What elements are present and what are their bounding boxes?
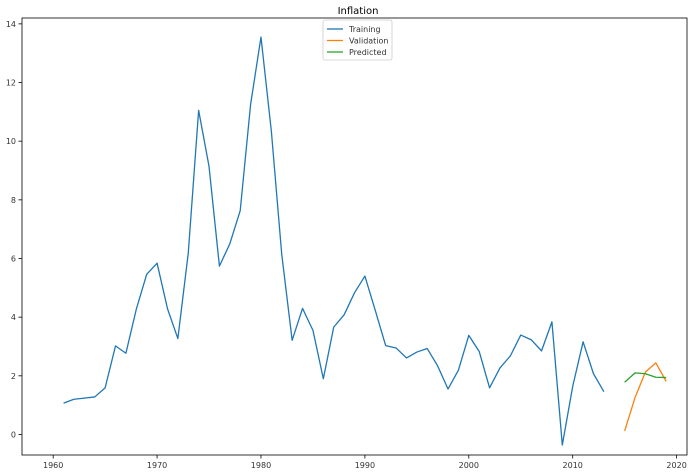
y-tick-label: 0 — [11, 430, 16, 439]
y-tick-label: 8 — [11, 196, 16, 205]
series-line-validation — [624, 362, 667, 432]
plot-frame — [21, 17, 688, 456]
chart-title: Inflation — [338, 6, 379, 17]
y-tick-label: 10 — [6, 137, 16, 146]
y-tick-label: 12 — [6, 79, 16, 88]
series-layer — [63, 36, 667, 446]
x-tick-label: 2000 — [459, 461, 479, 470]
x-axis: 1960 1970 1980 1990 2000 2010 2020 — [43, 455, 687, 470]
y-axis: 0 2 4 6 8 10 12 14 — [6, 20, 22, 439]
legend-label-validation: Validation — [349, 37, 389, 46]
x-tick-label: 2010 — [563, 461, 583, 470]
x-tick-label: 1990 — [355, 461, 375, 470]
series-line-training — [63, 36, 605, 446]
y-tick-label: 4 — [11, 313, 16, 322]
x-tick-label: 2020 — [666, 461, 686, 470]
series-line-predicted — [624, 372, 667, 383]
legend: Training Validation Predicted — [322, 19, 393, 61]
legend-label-predicted: Predicted — [349, 48, 387, 57]
y-tick-label: 6 — [11, 254, 16, 263]
legend-box — [322, 19, 393, 61]
x-tick-label: 1970 — [147, 461, 167, 470]
x-tick-label: 1980 — [251, 461, 271, 470]
x-tick-label: 1960 — [43, 461, 63, 470]
y-tick-label: 14 — [6, 20, 16, 29]
legend-label-training: Training — [348, 25, 381, 34]
y-tick-label: 2 — [11, 372, 16, 381]
